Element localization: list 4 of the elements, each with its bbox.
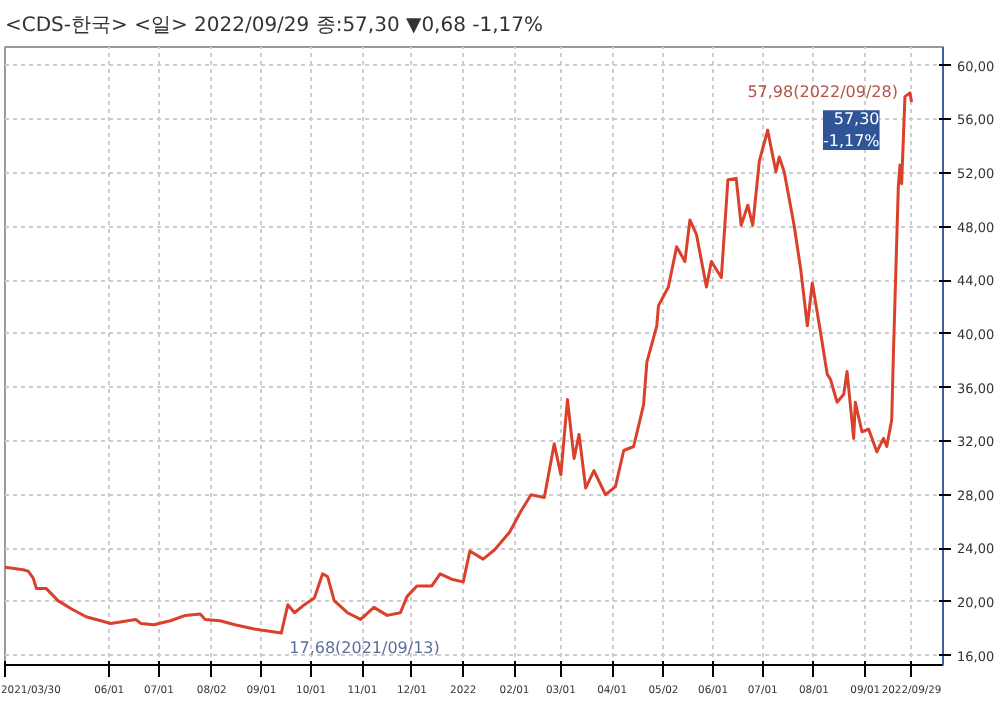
chart-title: <CDS-한국> <일> 2022/09/29 종:57,30 ▼0,68 -1,17% (5, 15, 544, 37)
annotation: 57,98(2022/09/28) (747, 82, 898, 101)
annotation: 57,30 -1,17% (822, 110, 881, 150)
annotation: 17,68(2021/09/13) (289, 639, 440, 658)
